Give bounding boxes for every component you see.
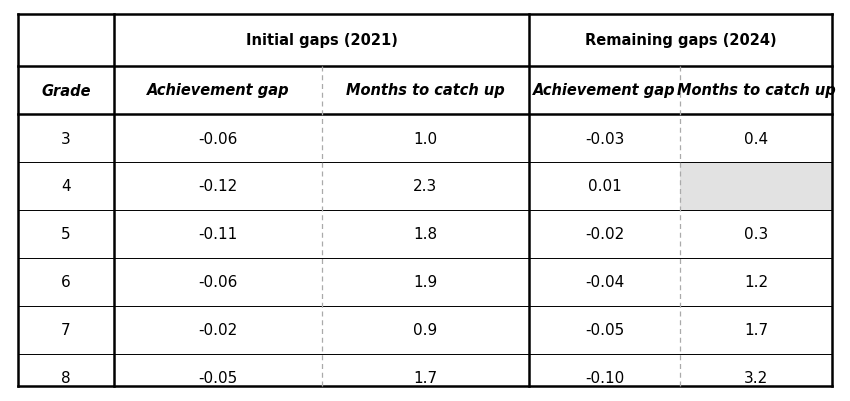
Text: 1.8: 1.8 <box>413 227 438 242</box>
Text: Months to catch up: Months to catch up <box>677 83 836 98</box>
Text: 3: 3 <box>61 131 71 146</box>
Text: Months to catch up: Months to catch up <box>346 83 505 98</box>
Text: 4: 4 <box>61 179 71 194</box>
Text: -0.06: -0.06 <box>198 275 237 290</box>
Text: 1.7: 1.7 <box>413 371 438 385</box>
Text: 5: 5 <box>61 227 71 242</box>
Text: 3.2: 3.2 <box>744 371 768 385</box>
Text: -0.02: -0.02 <box>198 323 237 338</box>
Text: Achievement gap: Achievement gap <box>533 83 676 98</box>
Text: 6: 6 <box>61 275 71 290</box>
Text: -0.05: -0.05 <box>198 371 237 385</box>
Text: 2.3: 2.3 <box>413 179 438 194</box>
Text: -0.12: -0.12 <box>198 179 237 194</box>
Bar <box>680 162 832 211</box>
Text: 0.4: 0.4 <box>744 131 768 146</box>
Text: 0.3: 0.3 <box>744 227 768 242</box>
Text: -0.10: -0.10 <box>585 371 624 385</box>
Text: 1.2: 1.2 <box>744 275 768 290</box>
Text: 7: 7 <box>61 323 71 338</box>
Text: 0.9: 0.9 <box>413 323 438 338</box>
Text: Achievement gap: Achievement gap <box>146 83 289 98</box>
Text: -0.02: -0.02 <box>585 227 624 242</box>
Text: 1.9: 1.9 <box>413 275 438 290</box>
Text: 1.7: 1.7 <box>744 323 768 338</box>
Text: -0.11: -0.11 <box>198 227 237 242</box>
Text: Remaining gaps (2024): Remaining gaps (2024) <box>585 33 776 49</box>
Text: -0.05: -0.05 <box>585 323 624 338</box>
Text: -0.03: -0.03 <box>585 131 624 146</box>
Text: 8: 8 <box>61 371 71 385</box>
Text: 1.0: 1.0 <box>413 131 438 146</box>
Text: -0.06: -0.06 <box>198 131 237 146</box>
Text: Initial gaps (2021): Initial gaps (2021) <box>246 33 398 49</box>
Text: Grade: Grade <box>42 83 91 98</box>
Text: -0.04: -0.04 <box>585 275 624 290</box>
Text: 0.01: 0.01 <box>587 179 621 194</box>
